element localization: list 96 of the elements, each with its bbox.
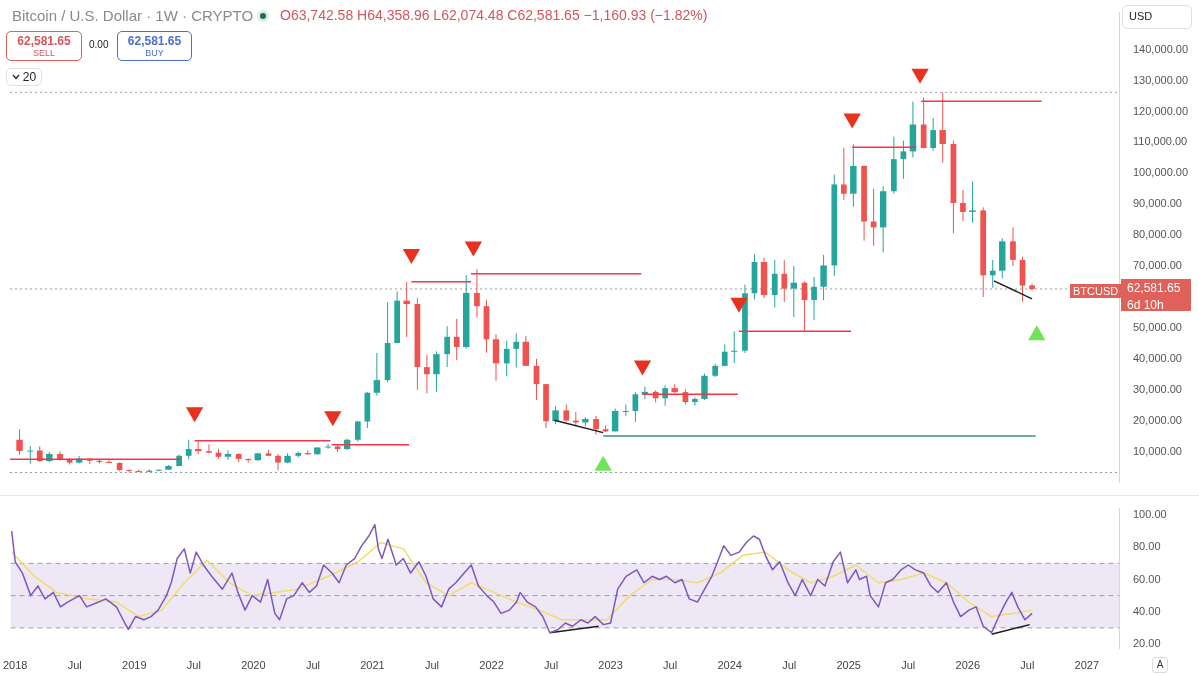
y-tick-label: 140,000.00 bbox=[1133, 42, 1189, 55]
candlestick bbox=[474, 268, 480, 319]
candlestick bbox=[105, 458, 113, 464]
candlestick bbox=[503, 340, 510, 377]
x-tick-label: 2020 bbox=[241, 659, 266, 672]
candlestick bbox=[325, 443, 331, 450]
chart-subtitle: O63,742.58 H64,358.96 L62,074.48 C62,581.65 −1,160.93 (−1.82%) bbox=[280, 7, 708, 23]
x-tick-label: 2021 bbox=[360, 659, 385, 672]
candlestick bbox=[275, 453, 281, 471]
annotation: BTCUSD bbox=[1070, 284, 1122, 298]
x-tick-label: 2019 bbox=[122, 659, 147, 672]
candlestick bbox=[593, 415, 599, 435]
y-tick-label: 30,000.00 bbox=[1133, 382, 1182, 395]
text: A bbox=[1152, 657, 1168, 673]
candlestick bbox=[1029, 282, 1035, 292]
annotation: SELL bbox=[32, 48, 56, 58]
x-tick-label: Jul bbox=[663, 659, 678, 672]
y-tick-label: 50,000.00 bbox=[1133, 320, 1182, 333]
y-tick-label: 20.00 bbox=[1133, 637, 1161, 649]
y-tick-label: 10,000.00 bbox=[1133, 444, 1182, 457]
point bbox=[324, 411, 342, 427]
annotation: 20 bbox=[22, 70, 37, 84]
annotation: BUY bbox=[144, 48, 165, 58]
y-tick-label: 110,000.00 bbox=[1133, 135, 1188, 148]
candlestick bbox=[424, 354, 430, 394]
candlestick bbox=[453, 318, 460, 361]
x-tick-label: Jul bbox=[544, 659, 559, 672]
candlestick bbox=[373, 352, 381, 397]
candlestick bbox=[692, 396, 698, 406]
candlestick bbox=[781, 259, 788, 303]
x-tick-label: Jul bbox=[1020, 659, 1035, 672]
y-tick-label: 120,000.00 bbox=[1133, 104, 1189, 117]
x-tick-label: 2023 bbox=[598, 659, 623, 672]
point bbox=[633, 360, 652, 376]
candlestick bbox=[790, 265, 798, 318]
candlestick bbox=[16, 428, 23, 456]
chart-title: Bitcoin / U.S. Dollar · 1W · CRYPTO bbox=[12, 7, 254, 24]
candlestick bbox=[513, 332, 520, 368]
point bbox=[911, 68, 929, 84]
candlestick bbox=[206, 443, 212, 454]
y-tick-label: 40.00 bbox=[1133, 604, 1161, 617]
x-tick-label: 2025 bbox=[836, 659, 861, 672]
ref-line-label: 62,581.65 bbox=[1127, 281, 1181, 296]
candlestick bbox=[433, 350, 440, 393]
candlestick bbox=[552, 405, 559, 425]
candlestick bbox=[960, 189, 966, 222]
y-tick-label: 100.00 bbox=[1133, 508, 1167, 521]
annotation: 0.00 bbox=[89, 39, 109, 50]
text: 6d 10h bbox=[1127, 298, 1164, 312]
candlestick bbox=[156, 468, 162, 472]
y-tick-label: 60.00 bbox=[1133, 572, 1161, 585]
y-tick-label: 70,000.00 bbox=[1133, 259, 1182, 272]
point bbox=[185, 407, 204, 423]
candlestick bbox=[444, 325, 451, 368]
y-tick-label: 80.00 bbox=[1133, 540, 1161, 553]
x-tick-label: 2027 bbox=[1074, 659, 1100, 672]
x-tick-label: Jul bbox=[424, 659, 440, 672]
point bbox=[730, 297, 748, 313]
candlestick bbox=[939, 91, 946, 163]
candlestick bbox=[840, 147, 847, 201]
y-tick-label: 90,000.00 bbox=[1133, 197, 1182, 210]
candlestick bbox=[126, 468, 132, 474]
candlestick bbox=[920, 97, 927, 150]
candlestick bbox=[900, 140, 907, 180]
annotation: 62,581.65 bbox=[16, 34, 72, 48]
point bbox=[402, 248, 421, 264]
point bbox=[464, 241, 483, 257]
text: USD bbox=[1122, 5, 1192, 29]
candlestick bbox=[969, 180, 976, 224]
y-tick-label: 80,000.00 bbox=[1133, 228, 1182, 241]
x-tick-label: 2018 bbox=[2, 659, 28, 672]
y-tick-label: 40,000.00 bbox=[1133, 351, 1182, 364]
candlestick bbox=[403, 281, 410, 338]
y-tick-label: 100,000.00 bbox=[1133, 166, 1189, 179]
x-tick-label: 2022 bbox=[479, 659, 504, 672]
x-tick-label: Jul bbox=[186, 659, 201, 672]
candlestick bbox=[930, 117, 937, 152]
candlestick bbox=[354, 420, 361, 443]
candlestick bbox=[820, 254, 827, 301]
candlestick bbox=[811, 276, 817, 321]
x-tick-label: 2026 bbox=[955, 659, 981, 672]
point bbox=[843, 113, 861, 129]
candlestick bbox=[185, 439, 192, 460]
y-tick-label: 20,000.00 bbox=[1133, 413, 1182, 426]
candlestick bbox=[701, 373, 708, 401]
x-tick-label: Jul bbox=[782, 659, 797, 672]
candlestick bbox=[224, 449, 232, 461]
x-tick-label: Jul bbox=[67, 659, 82, 672]
y-tick-label: 130,000.00 bbox=[1133, 73, 1189, 86]
annotation: 62,581.65 bbox=[126, 34, 183, 48]
candlestick bbox=[1010, 226, 1016, 267]
x-tick-label: 2024 bbox=[717, 659, 742, 672]
candlestick bbox=[731, 330, 738, 364]
x-tick-label: Jul bbox=[305, 659, 320, 672]
x-tick-label: Jul bbox=[901, 659, 916, 672]
candlestick bbox=[771, 259, 778, 308]
